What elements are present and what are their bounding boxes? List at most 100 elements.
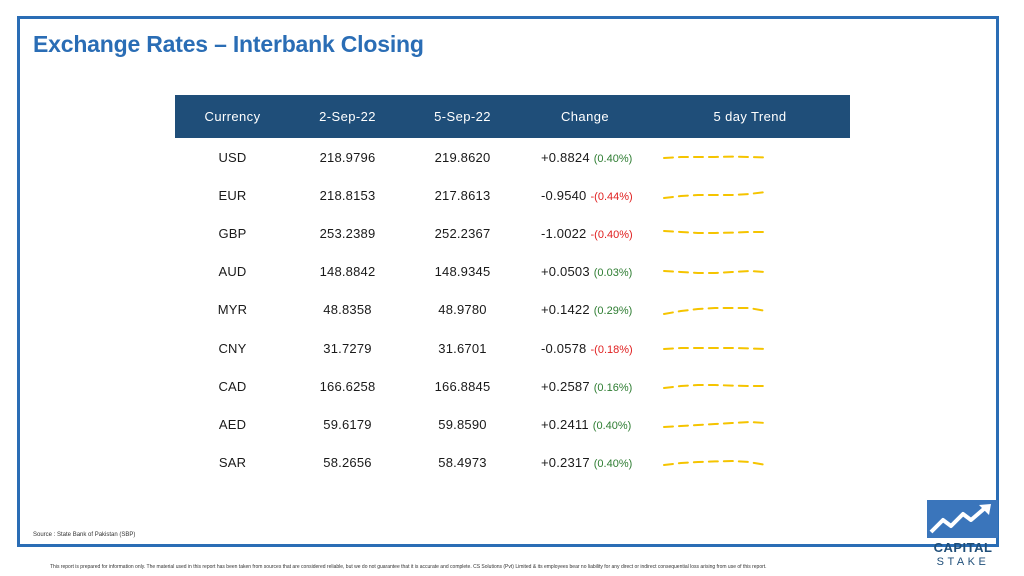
trend-cell <box>650 367 850 405</box>
trend-cell <box>650 291 850 329</box>
slide-frame <box>17 16 999 547</box>
change-cell: -1.0022 -(0.40%) <box>520 214 650 252</box>
change-cell: +0.8824 (0.40%) <box>520 138 650 176</box>
rising-chart-icon <box>927 500 998 538</box>
trend-cell <box>650 405 850 443</box>
trend-line <box>663 421 767 429</box>
change-value: +0.8824 <box>541 149 590 165</box>
rate-2-sep: 166.6258 <box>319 378 376 394</box>
change-value: +0.2317 <box>541 455 590 471</box>
page-title: Exchange Rates – Interbank Closing <box>33 31 424 57</box>
trend-sparkline <box>663 459 767 466</box>
change-value: -0.9540 <box>541 187 587 203</box>
change-percent: (0.40%) <box>593 458 633 471</box>
change-cell: +0.2587 (0.16%) <box>520 367 650 405</box>
rate-5-sep: 166.8845 <box>434 378 491 394</box>
table-row: CAD 166.6258 166.8845 +0.2587 (0.16%) <box>175 367 850 405</box>
rate-2-sep: 31.7279 <box>323 340 372 356</box>
trend-line <box>663 269 767 274</box>
rate-5-sep: 59.8590 <box>438 416 487 432</box>
rate-5-sep: 58.4973 <box>438 455 487 471</box>
header-date-1: 2-Sep-22 <box>319 109 376 124</box>
rate-2-sep: 218.8153 <box>319 187 376 203</box>
change-percent: -(0.18%) <box>590 343 633 356</box>
trend-line <box>663 155 767 160</box>
header-date-2: 5-Sep-22 <box>434 109 491 124</box>
currency-code: CAD <box>218 378 247 394</box>
change-percent: (0.03%) <box>593 267 633 280</box>
change-value: +0.0503 <box>541 264 590 280</box>
table-row: AED 59.6179 59.8590 +0.2411 (0.40%) <box>175 405 850 443</box>
logo-text-stake: STAKE <box>936 556 990 568</box>
rate-5-sep: 219.8620 <box>434 149 491 165</box>
change-value: -0.0578 <box>541 340 587 356</box>
trend-sparkline <box>663 347 767 351</box>
trend-cell <box>650 253 850 291</box>
rate-5-sep: 252.2367 <box>434 225 491 241</box>
change-value: -1.0022 <box>541 225 587 241</box>
trend-cell <box>650 444 850 482</box>
currency-code: AUD <box>218 264 247 280</box>
table-row: USD 218.9796 219.8620 +0.8824 (0.40%) <box>175 138 850 176</box>
table-row: GBP 253.2389 252.2367 -1.0022 -(0.40%) <box>175 214 850 252</box>
capital-stake-logo: CAPITAL STAKE <box>924 497 1000 575</box>
change-percent: (0.40%) <box>592 419 632 432</box>
change-value: +0.1422 <box>541 302 590 318</box>
change-cell: -0.0578 -(0.18%) <box>520 329 650 367</box>
source-note: Source : State Bank of Pakistan (SBP) <box>33 532 136 538</box>
currency-code: SAR <box>218 455 247 471</box>
rate-2-sep: 58.2656 <box>323 455 372 471</box>
change-cell: +0.1422 (0.29%) <box>520 291 650 329</box>
change-value: +0.2411 <box>541 416 589 432</box>
change-value: +0.2587 <box>541 378 590 394</box>
trend-sparkline <box>663 230 767 235</box>
trend-sparkline <box>663 269 767 274</box>
logo-text-capital: CAPITAL <box>933 540 993 555</box>
rate-2-sep: 148.8842 <box>319 264 376 280</box>
trend-sparkline <box>663 384 767 390</box>
table-row: SAR 58.2656 58.4973 +0.2317 (0.40%) <box>175 444 850 482</box>
change-cell: +0.2411 (0.40%) <box>520 405 650 443</box>
trend-sparkline <box>663 191 767 200</box>
exchange-rates-table: Currency 2-Sep-22 5-Sep-22 Change 5 day … <box>175 95 850 482</box>
rate-5-sep: 217.8613 <box>434 187 491 203</box>
rate-5-sep: 48.9780 <box>438 302 487 318</box>
rate-2-sep: 59.6179 <box>323 416 372 432</box>
currency-code: USD <box>218 149 247 165</box>
change-percent: (0.16%) <box>593 381 633 394</box>
table-header-row: Currency 2-Sep-22 5-Sep-22 Change 5 day … <box>175 95 850 138</box>
change-percent: -(0.44%) <box>590 190 633 203</box>
change-cell: -0.9540 -(0.44%) <box>520 176 650 214</box>
disclaimer: This report is prepared for information … <box>50 564 767 570</box>
table-row: CNY 31.7279 31.6701 -0.0578 -(0.18%) <box>175 329 850 367</box>
rate-2-sep: 48.8358 <box>323 302 372 318</box>
change-percent: (0.29%) <box>593 305 633 318</box>
currency-code: AED <box>218 416 247 432</box>
rate-2-sep: 218.9796 <box>319 149 376 165</box>
currency-code: GBP <box>218 225 247 241</box>
currency-code: CNY <box>218 340 247 356</box>
currency-code: MYR <box>217 302 248 318</box>
trend-sparkline <box>663 421 767 429</box>
trend-sparkline <box>663 306 767 315</box>
header-currency: Currency <box>204 109 261 124</box>
trend-line <box>663 191 767 200</box>
rate-5-sep: 148.9345 <box>434 264 491 280</box>
trend-line <box>663 347 767 351</box>
trend-sparkline <box>663 155 767 160</box>
table-row: MYR 48.8358 48.9780 +0.1422 (0.29%) <box>175 291 850 329</box>
table-row: AUD 148.8842 148.9345 +0.0503 (0.03%) <box>175 253 850 291</box>
trend-cell <box>650 138 850 176</box>
trend-line <box>663 459 767 466</box>
header-change: Change <box>561 109 609 124</box>
trend-line <box>663 384 767 390</box>
trend-cell <box>650 214 850 252</box>
trend-cell <box>650 329 850 367</box>
change-cell: +0.2317 (0.40%) <box>520 444 650 482</box>
header-trend: 5 day Trend <box>713 109 787 124</box>
currency-code: EUR <box>218 187 247 203</box>
trend-line <box>663 306 767 315</box>
trend-cell <box>650 176 850 214</box>
change-cell: +0.0503 (0.03%) <box>520 253 650 291</box>
rate-2-sep: 253.2389 <box>319 225 376 241</box>
